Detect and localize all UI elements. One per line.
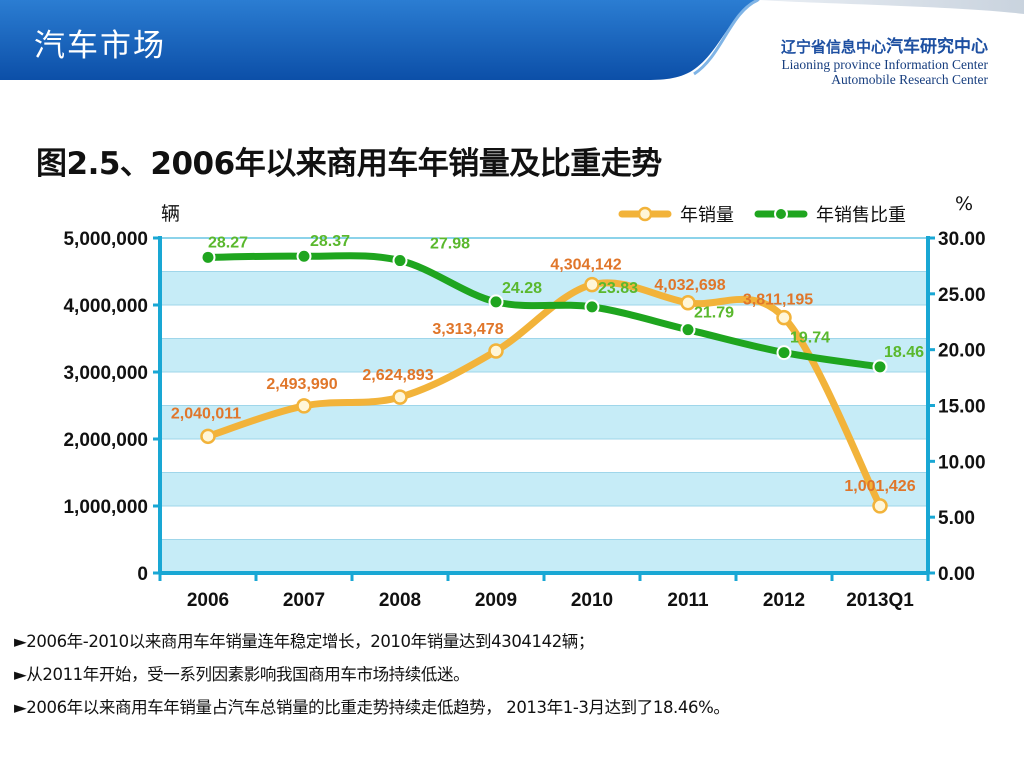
left-tick-label: 2,000,000 <box>63 430 148 451</box>
share-data-label: 18.46 <box>884 344 924 361</box>
bullet-list: ►2006年-2010以来商用车年销量连年稳定增长，2010年销量达到43041… <box>14 628 730 727</box>
share-point <box>872 359 888 375</box>
right-tick-label: 0.00 <box>938 564 975 585</box>
sales-data-label: 2,493,990 <box>266 376 337 393</box>
right-tick-label: 10.00 <box>938 452 986 473</box>
left-tick-label: 3,000,000 <box>63 363 148 384</box>
share-point <box>392 253 408 269</box>
x-tick-label: 2006 <box>187 590 229 611</box>
share-point <box>296 248 312 264</box>
sales-point <box>680 295 696 311</box>
sales-point <box>488 343 504 359</box>
share-data-label: 27.98 <box>430 236 470 253</box>
right-tick-label: 15.00 <box>938 397 986 418</box>
sales-point <box>200 428 216 445</box>
organization-logo: 辽宁省信息中心汽车研究中心 Liaoning province Informat… <box>781 32 988 87</box>
header-bar: 汽车市场 辽宁省信息中心汽车研究中心 Liaoning province Inf… <box>0 0 1024 87</box>
sales-point <box>296 398 312 414</box>
sales-data-label: 3,811,195 <box>743 292 813 309</box>
share-point <box>680 322 696 338</box>
bullet-item: ►2006年-2010以来商用车年销量连年稳定增长，2010年销量达到43041… <box>14 632 595 651</box>
plot-band <box>160 506 928 540</box>
share-data-label: 24.28 <box>502 280 542 297</box>
sales-data-label: 3,313,478 <box>432 321 503 338</box>
sales-data-label: 4,304,142 <box>550 257 621 274</box>
share-data-label: 28.37 <box>310 233 350 250</box>
right-tick-label: 20.00 <box>938 341 986 362</box>
legend-marker-sales <box>637 206 653 222</box>
sales-share-chart: 5,000,000 4,000,000 3,000,000 2,000,000 1,00… <box>63 193 986 611</box>
sales-data-label: 2,040,011 <box>171 405 241 422</box>
share-point <box>776 345 792 361</box>
plot-band <box>160 472 928 506</box>
header-title: 汽车市场 <box>34 28 166 64</box>
left-tick-label: 1,000,000 <box>63 497 148 518</box>
sales-point <box>584 276 600 293</box>
org-name-cn-prefix: 辽宁省信息中心 <box>780 38 886 56</box>
share-data-label: 21.79 <box>694 305 734 322</box>
x-tick-label: 2012 <box>763 590 805 611</box>
legend-marker-share <box>774 207 788 221</box>
right-tick-label: 5.00 <box>938 508 975 529</box>
right-tick-label: 30.00 <box>938 229 986 250</box>
legend-label-share: 年销售比重 <box>816 205 906 226</box>
right-tick-label: 25.00 <box>938 285 986 306</box>
org-name-cn: 辽宁省信息中心汽车研究中心 <box>781 32 988 57</box>
share-point <box>200 249 216 265</box>
sales-data-label: 4,032,698 <box>654 277 725 294</box>
header-banner <box>0 0 1024 80</box>
share-data-label: 19.74 <box>790 330 830 347</box>
figure-title: 图2.5、2006年以来商用车年销量及比重走势 <box>36 146 662 182</box>
share-data-label: 23.83 <box>598 280 638 297</box>
plot-band <box>160 271 928 305</box>
org-name-en-line2: Automobile Research Center <box>831 72 988 87</box>
legend-label-sales: 年销量 <box>680 205 734 226</box>
series-line-share <box>204 252 884 371</box>
sales-point <box>872 498 888 514</box>
sales-data-label: 1,001,426 <box>844 478 915 495</box>
bullet-item: ►从2011年开始，受一系列因素影响我国商用车市场持续低迷。 <box>14 665 470 684</box>
bullet-item: ►2006年以来商用车年销量占汽车总销量的比重走势持续走低趋势， 2013年1-… <box>14 698 730 717</box>
plot-band <box>160 539 928 573</box>
x-tick-label: 2009 <box>475 590 517 611</box>
left-tick-label: 4,000,000 <box>63 296 148 317</box>
left-tick-label: 5,000,000 <box>63 229 148 250</box>
x-tick-label: 2007 <box>283 590 325 611</box>
x-tick-label: 2008 <box>379 590 421 611</box>
plot-band <box>160 439 928 473</box>
share-point <box>584 299 600 315</box>
sales-data-label: 2,624,893 <box>362 367 433 384</box>
left-axis-unit: 辆 <box>161 203 180 225</box>
org-name-en-line1: Liaoning province Information Center <box>781 57 988 72</box>
x-tick-label: 2013Q1 <box>846 590 914 611</box>
right-axis-unit: % <box>955 193 973 215</box>
plot-band <box>160 372 928 406</box>
x-tick-label: 2010 <box>571 590 613 611</box>
org-name-cn-bold: 汽车研究中心 <box>886 37 988 57</box>
share-point <box>488 294 504 310</box>
x-tick-label: 2011 <box>667 590 709 611</box>
sales-point <box>392 389 408 405</box>
share-data-label: 28.27 <box>208 234 248 251</box>
sales-point <box>776 309 792 326</box>
left-tick-label: 0 <box>137 564 148 585</box>
